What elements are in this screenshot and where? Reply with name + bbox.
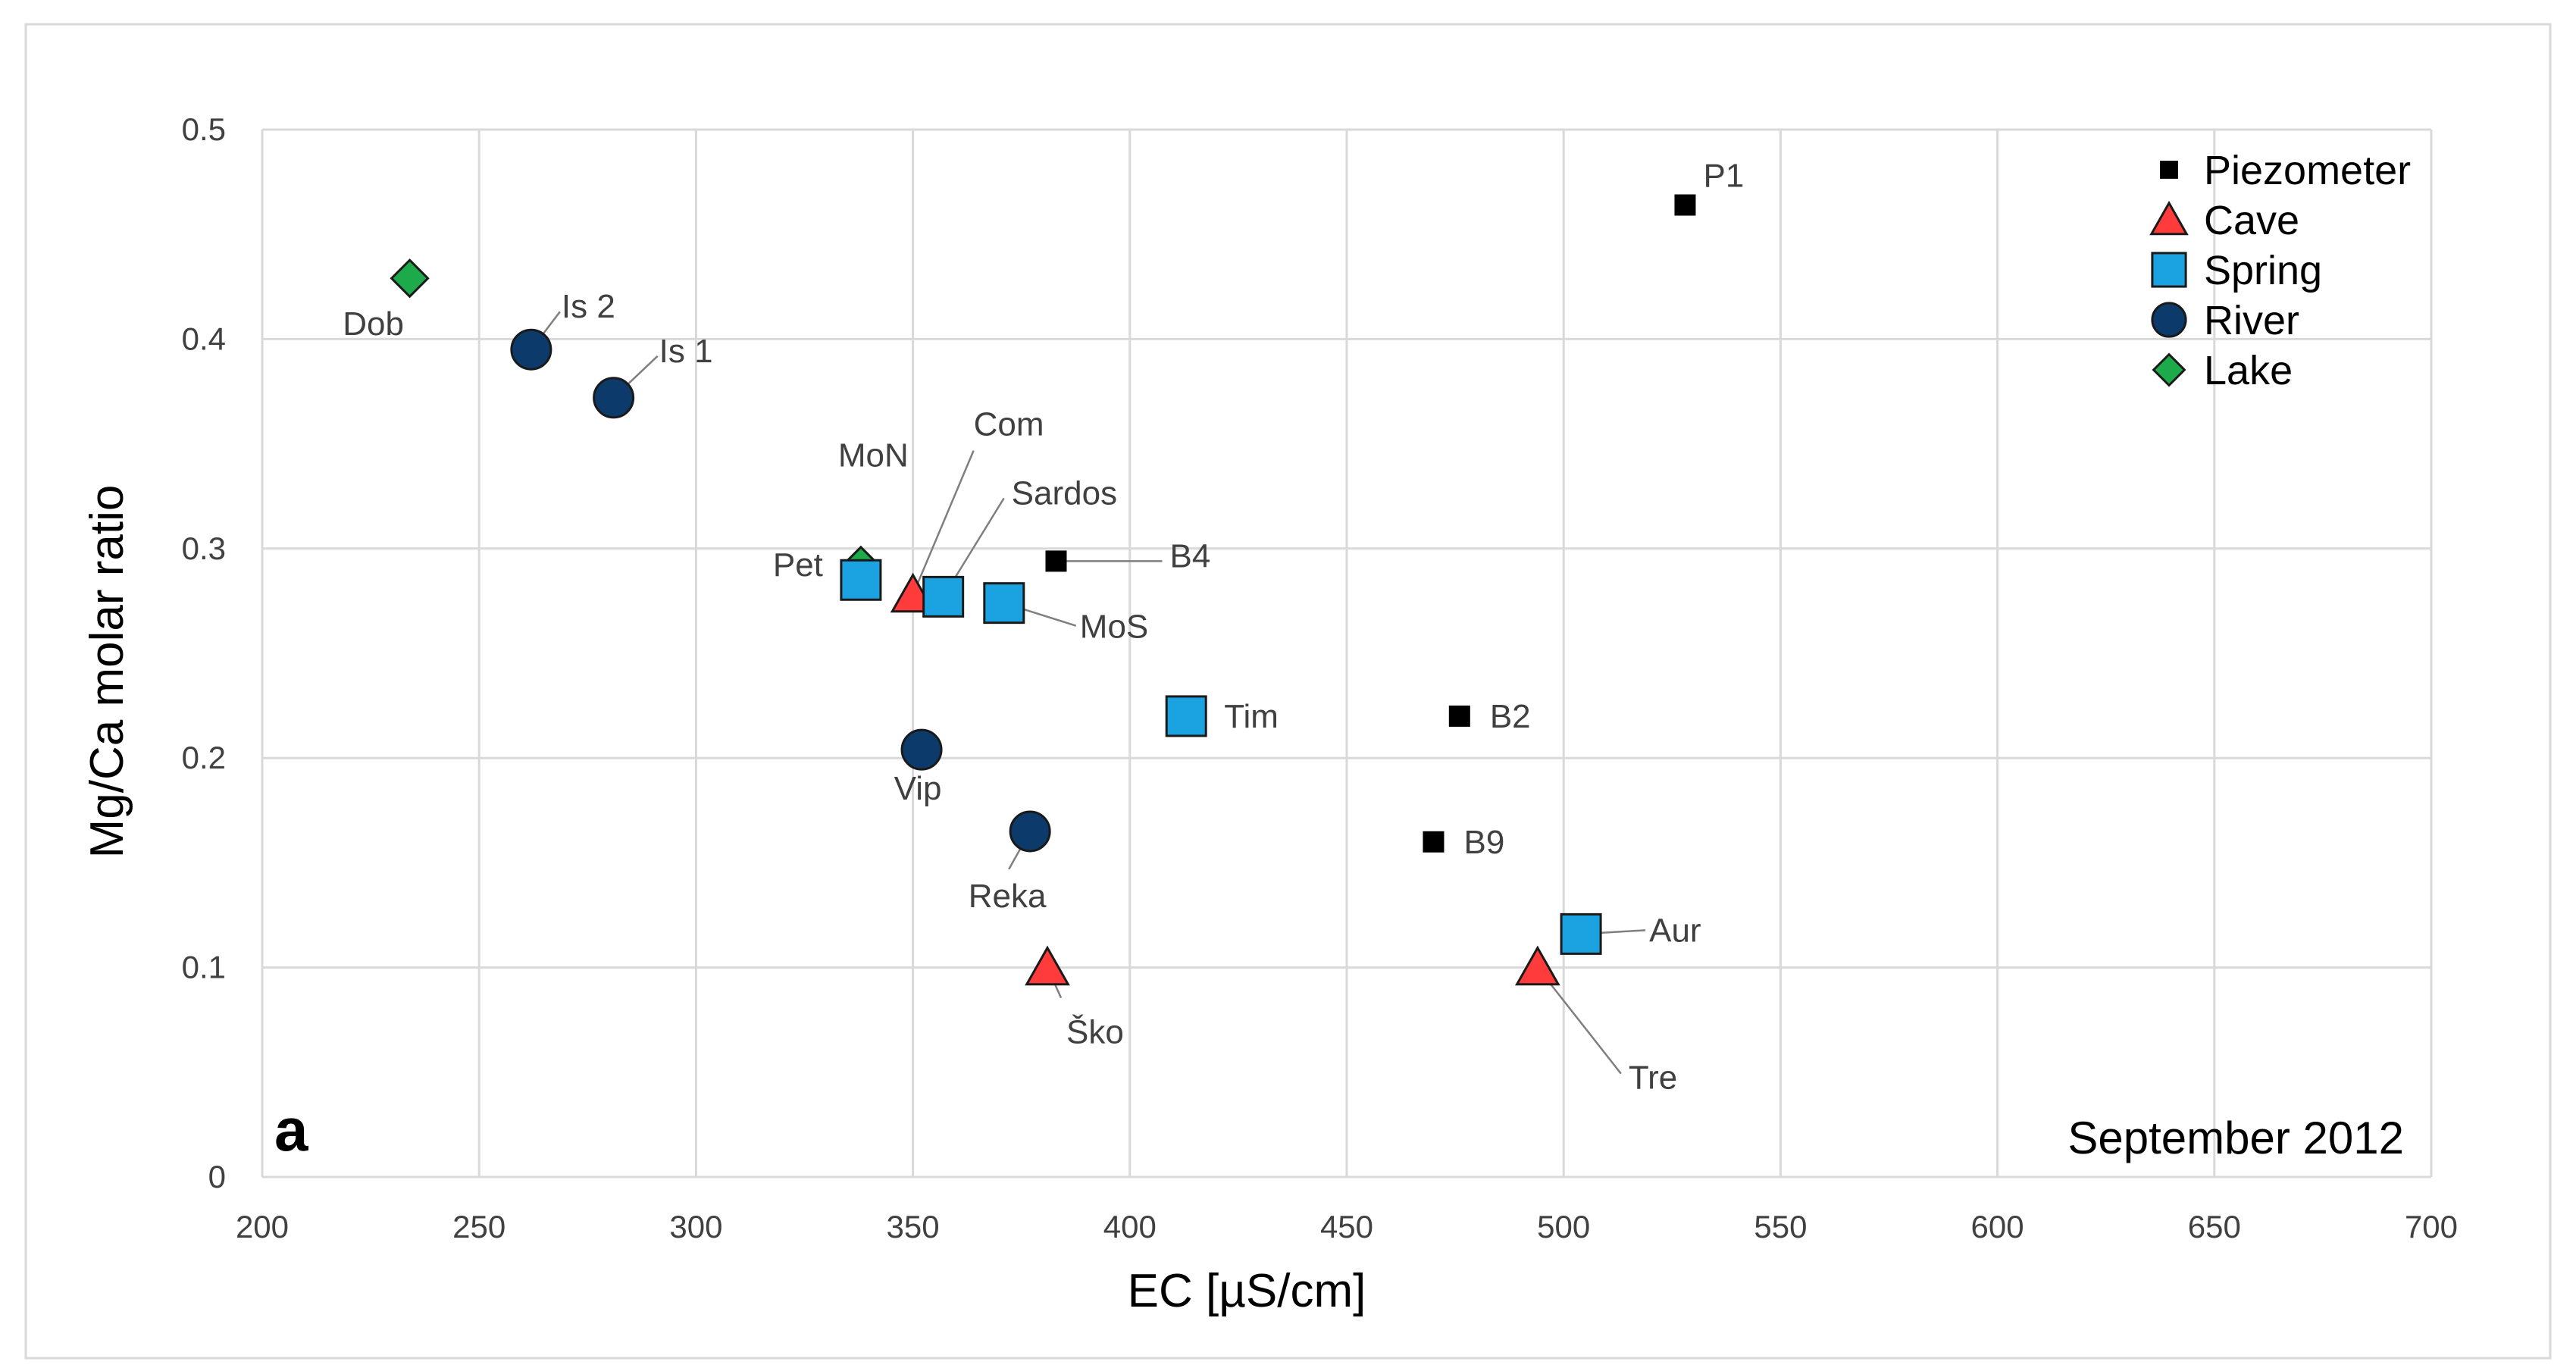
point-label: B9 — [1463, 824, 1504, 861]
point-label: Vip — [894, 770, 942, 807]
legend-label-river: River — [2204, 298, 2299, 343]
legend-marker-spring — [2151, 252, 2187, 288]
river-point-reka — [1009, 810, 1051, 853]
legend-marker-piezometer — [2160, 161, 2178, 179]
river-point-is-1 — [593, 377, 635, 419]
data-points — [390, 194, 1696, 986]
x-tick-label: 550 — [1754, 1209, 1807, 1244]
y-tick-label: 0.5 — [182, 111, 226, 147]
river-point-vip — [900, 728, 943, 771]
point-label: P1 — [1703, 158, 1744, 195]
legend-marker-cave — [2149, 200, 2189, 236]
x-tick-label: 400 — [1103, 1209, 1157, 1244]
piezometer-point-p1 — [1674, 194, 1696, 216]
point-label: MoS — [1080, 609, 1148, 646]
x-axis-title: EC [µS/cm] — [1128, 1265, 1366, 1317]
y-tick-label: 0.4 — [182, 321, 226, 356]
point-label: Reka — [969, 878, 1047, 915]
y-tick-label: 0 — [208, 1159, 226, 1194]
x-tick-label: 650 — [2188, 1209, 2241, 1244]
x-tick-label: 350 — [887, 1209, 940, 1244]
cave-point-tre — [1514, 945, 1560, 986]
leader-line — [912, 450, 975, 596]
point-label: Sardos — [1012, 474, 1117, 512]
legend-marker-river — [2151, 302, 2187, 338]
legend-label-cave: Cave — [2204, 198, 2299, 243]
period-label: September 2012 — [2067, 1113, 2404, 1163]
x-tick-label: 300 — [669, 1209, 722, 1244]
point-label: Tre — [1629, 1060, 1677, 1097]
point-label: B2 — [1490, 698, 1531, 735]
point-labels: Dob Pet Is 2 Is 1 Vip Reka Com Ško Tre MoN Sardos M… — [343, 158, 1744, 1097]
y-axis-title: Mg/Ca molar ratio — [81, 485, 133, 859]
legend-label-lake: Lake — [2204, 348, 2293, 393]
x-tick-label: 500 — [1537, 1209, 1590, 1244]
point-label: Dob — [343, 305, 404, 343]
point-label: Com — [974, 406, 1044, 443]
panel-label: a — [274, 1096, 308, 1163]
x-tick-label: 700 — [2405, 1209, 2458, 1244]
y-tick-label: 0.3 — [182, 531, 226, 566]
legend-marker-lake — [2152, 352, 2186, 387]
spring-point-mos — [983, 582, 1025, 625]
point-label: B4 — [1169, 537, 1210, 574]
point-label: Is 1 — [659, 333, 713, 370]
spring-point-mon — [840, 559, 882, 601]
x-tick-label: 250 — [452, 1209, 505, 1244]
cave-point-ško — [1025, 945, 1070, 986]
point-label: Aur — [1649, 912, 1701, 949]
grid — [261, 128, 2433, 1179]
point-label: Pet — [773, 546, 823, 584]
point-label: Tim — [1224, 698, 1279, 735]
point-label: Ško — [1066, 1013, 1124, 1051]
chart-frame — [24, 23, 2552, 1360]
lake-point-dob — [390, 258, 430, 299]
legend: Piezometer Cave Spring River Lake — [2149, 148, 2411, 393]
piezometer-point-b9 — [1423, 831, 1445, 853]
x-tick-label: 450 — [1320, 1209, 1373, 1244]
spring-point-sardos — [922, 575, 965, 618]
spring-point-tim — [1165, 695, 1207, 737]
point-label: Is 2 — [562, 288, 615, 325]
axes: 200 250 300 350 400 450 500 550 600 650 700 0 0.1 0.2… — [182, 111, 2458, 1244]
river-point-is-2 — [510, 328, 552, 371]
y-tick-label: 0.2 — [182, 740, 226, 775]
legend-label-spring: Spring — [2204, 248, 2322, 293]
spring-point-aur — [1560, 913, 1602, 955]
x-tick-label: 600 — [1971, 1209, 2024, 1244]
y-tick-label: 0.1 — [182, 950, 226, 985]
x-tick-label: 200 — [236, 1209, 289, 1244]
point-label: MoN — [838, 437, 909, 474]
piezometer-point-b2 — [1448, 705, 1470, 727]
piezometer-point-b4 — [1045, 550, 1067, 572]
legend-label-piezometer: Piezometer — [2204, 148, 2411, 193]
